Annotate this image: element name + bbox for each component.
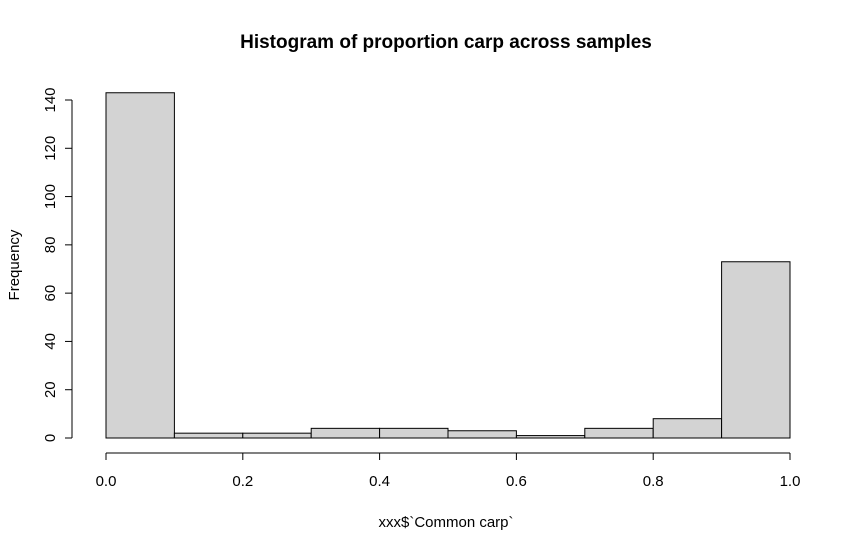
- x-axis-label: xxx$`Common carp`: [378, 514, 513, 531]
- bars-group: [105, 92, 791, 439]
- x-tick-label: 0.8: [643, 473, 664, 490]
- x-tick-label: 0.0: [96, 473, 117, 490]
- y-tick-label: 100: [42, 184, 59, 209]
- x-tick-label: 1.0: [780, 473, 801, 490]
- histogram-bar: [173, 432, 244, 439]
- y-axis-label: Frequency: [6, 229, 23, 300]
- histogram-bar: [242, 432, 312, 439]
- y-tick-label: 140: [42, 87, 59, 112]
- y-tick-label: 80: [42, 237, 59, 254]
- histogram-bar: [379, 427, 449, 439]
- y-tick-label: 120: [42, 136, 59, 161]
- y-axis: 0 20 40 60 80 100 120 140: [42, 87, 73, 442]
- x-tick-label: 0.2: [232, 473, 253, 490]
- y-tick-label: 0: [42, 434, 59, 442]
- x-axis: 0.0 0.2 0.4 0.6 0.8 1.0: [96, 452, 801, 490]
- y-tick-label: 20: [42, 381, 59, 398]
- y-tick-label: 60: [42, 285, 59, 302]
- chart-title: Histogram of proportion carp across samp…: [240, 32, 652, 53]
- x-tick-label: 0.4: [369, 473, 390, 490]
- histogram-bar: [584, 427, 654, 439]
- histogram-bar: [515, 435, 586, 439]
- histogram-bar: [447, 430, 517, 439]
- y-tick-label: 40: [42, 333, 59, 350]
- histogram-bar: [310, 427, 381, 439]
- x-tick-label: 0.6: [506, 473, 527, 490]
- histogram-bar: [652, 418, 723, 439]
- histogram-bar: [721, 261, 791, 439]
- histogram-bar: [105, 92, 175, 439]
